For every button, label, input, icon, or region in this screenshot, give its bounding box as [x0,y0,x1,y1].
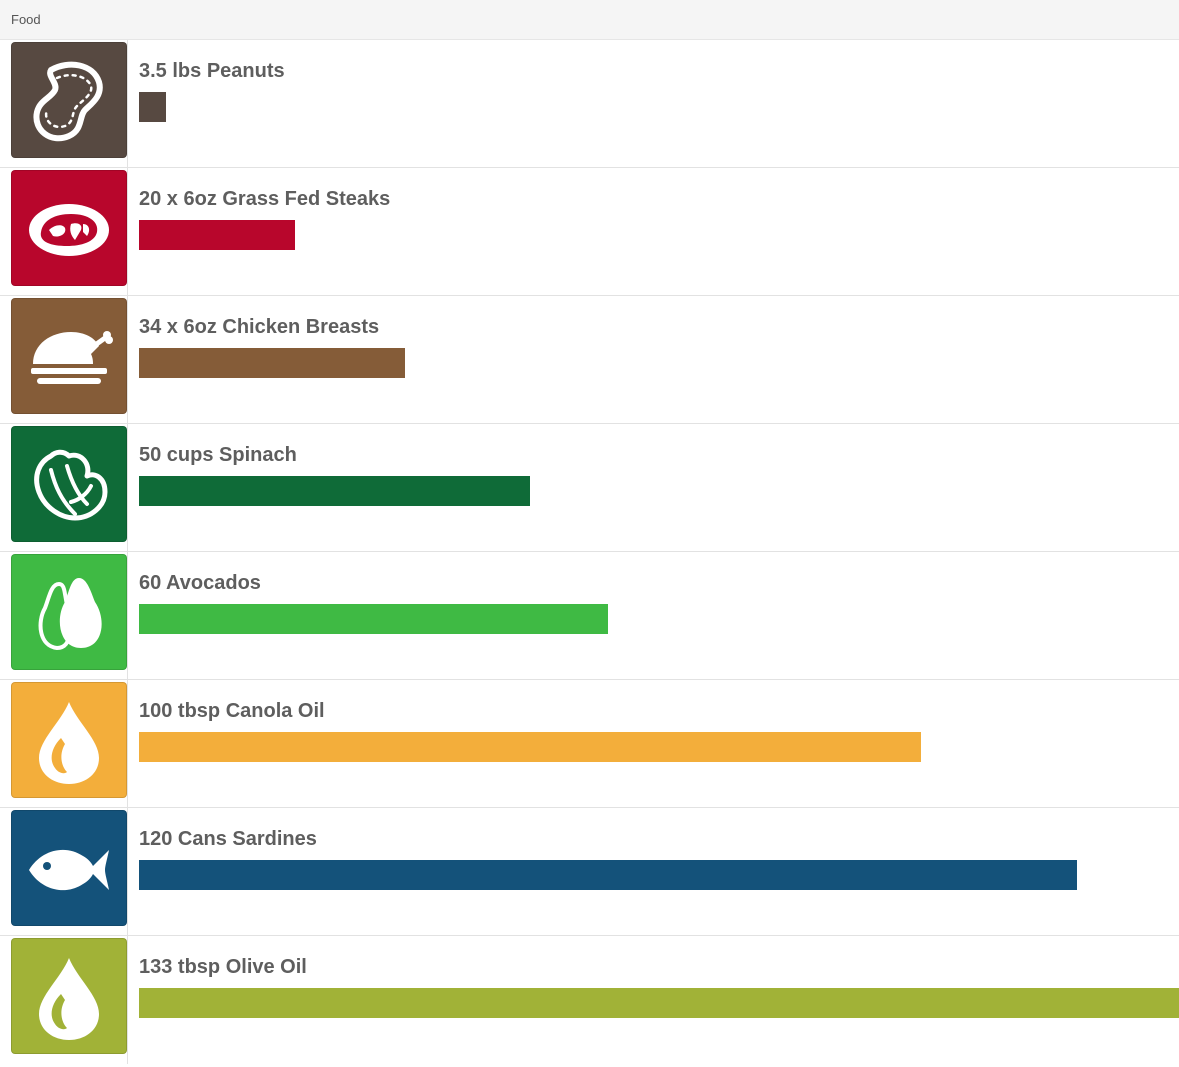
bar [139,732,921,762]
icon-column [0,296,128,423]
icon-column [0,552,128,679]
chart-row: 133 tbsp Olive Oil [0,936,1179,1064]
icon-column [0,936,128,1064]
peanut-icon [11,42,127,158]
bar-label: 20 x 6oz Grass Fed Steaks [139,188,391,210]
icon-column [0,424,128,551]
bar [139,988,1179,1018]
bar-track [139,604,1179,634]
avocado-icon [11,554,127,670]
chart-row: 50 cups Spinach [0,424,1179,552]
icon-column [0,680,128,807]
bar [139,220,295,250]
bar-label: 34 x 6oz Chicken Breasts [139,316,380,338]
chart-row: 120 Cans Sardines [0,808,1179,936]
bar-label: 100 tbsp Canola Oil [139,700,325,722]
steak-icon [11,170,127,286]
bar-track [139,92,1179,122]
bar [139,604,608,634]
bar-label: 3.5 lbs Peanuts [139,60,285,82]
section-header: Food [0,0,1179,40]
icon-column [0,40,128,167]
bar-track [139,220,1179,250]
bar-label: 50 cups Spinach [139,444,297,466]
bar [139,476,530,506]
bar [139,860,1077,890]
bar [139,348,405,378]
chart-row: 20 x 6oz Grass Fed Steaks [0,168,1179,296]
bar-track [139,988,1179,1018]
spinach-icon [11,426,127,542]
bar [139,92,166,122]
icon-column [0,808,128,935]
bar-label: 133 tbsp Olive Oil [139,956,307,978]
chart-row: 100 tbsp Canola Oil [0,680,1179,808]
bar-track [139,732,1179,762]
chart-row: 3.5 lbs Peanuts [0,40,1179,168]
chart-row: 60 Avocados [0,552,1179,680]
fish-icon [11,810,127,926]
section-title: Food [11,12,41,27]
bar-track [139,348,1179,378]
bar-track [139,476,1179,506]
bar-label: 120 Cans Sardines [139,828,317,850]
bar-label: 60 Avocados [139,572,261,594]
roast-chicken-icon [11,298,127,414]
food-bar-chart: 3.5 lbs Peanuts 20 x 6oz Grass Fed Steaks… [0,40,1179,1064]
oil-drop-icon [11,682,127,798]
icon-column [0,168,128,295]
chart-row: 34 x 6oz Chicken Breasts [0,296,1179,424]
oil-drop-icon [11,938,127,1054]
bar-track [139,860,1179,890]
